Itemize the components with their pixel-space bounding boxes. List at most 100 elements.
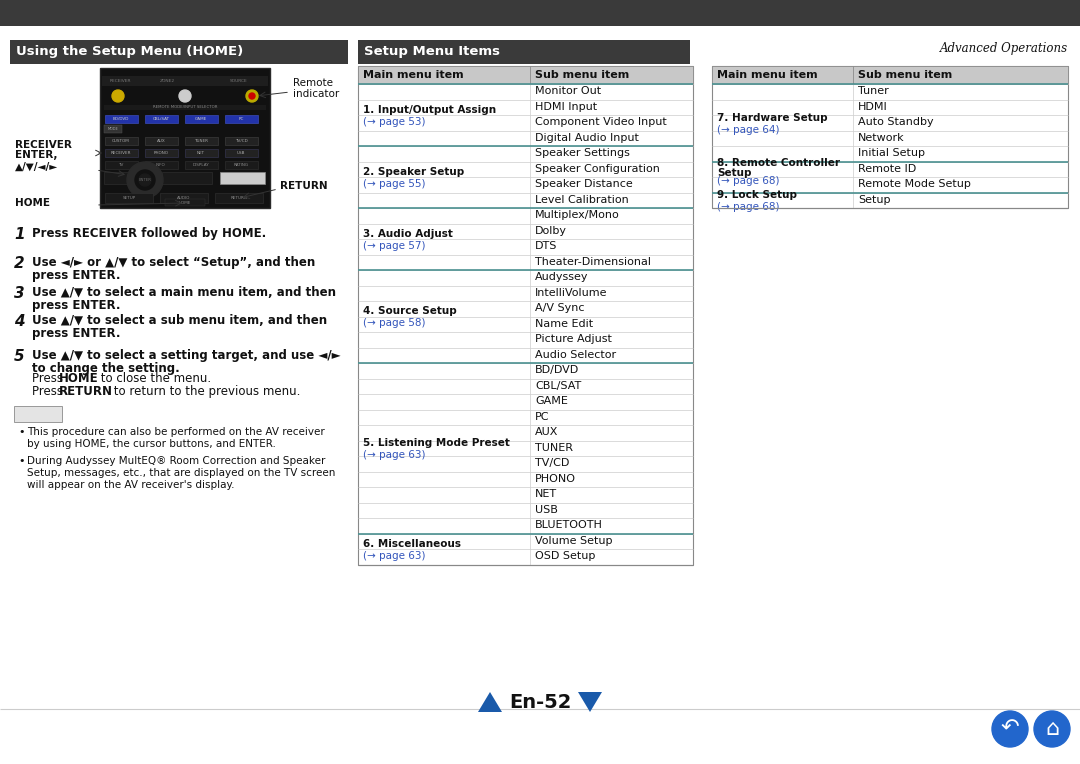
Bar: [145, 161, 178, 169]
Bar: [225, 149, 258, 157]
Bar: [105, 149, 138, 157]
Bar: [102, 76, 268, 86]
Text: BD/DVD: BD/DVD: [112, 117, 130, 121]
Text: Press RECEIVER followed by HOME.: Press RECEIVER followed by HOME.: [32, 227, 267, 240]
Text: 2: 2: [14, 256, 25, 271]
Circle shape: [179, 90, 191, 102]
Text: will appear on the AV receiver's display.: will appear on the AV receiver's display…: [27, 480, 234, 490]
Bar: [185, 149, 218, 157]
Circle shape: [249, 93, 255, 99]
Bar: [357, 456, 693, 471]
Text: 2. Speaker Setup: 2. Speaker Setup: [363, 167, 464, 177]
Bar: [105, 161, 138, 169]
Bar: [712, 146, 1068, 161]
Text: (→ page 57): (→ page 57): [363, 241, 426, 251]
Text: ↶: ↶: [1001, 719, 1020, 739]
Bar: [185, 115, 218, 123]
Bar: [0, 0, 1080, 26]
Bar: [357, 518, 693, 533]
Circle shape: [246, 90, 258, 102]
Bar: [162, 172, 212, 184]
Text: REMOTE MODE/INPUT SELECTOR: REMOTE MODE/INPUT SELECTOR: [152, 105, 217, 109]
Bar: [357, 115, 693, 131]
Text: by using HOME, the cursor buttons, and ENTER.: by using HOME, the cursor buttons, and E…: [27, 439, 275, 449]
Text: Press: Press: [32, 372, 67, 385]
Bar: [712, 177, 1068, 193]
Bar: [357, 286, 693, 301]
Bar: [145, 115, 178, 123]
Text: Setup Menu Items: Setup Menu Items: [364, 46, 500, 59]
Text: Sub menu item: Sub menu item: [858, 70, 953, 80]
Text: PC: PC: [535, 412, 550, 422]
Bar: [357, 301, 693, 316]
Bar: [712, 131, 1068, 146]
Bar: [160, 193, 208, 203]
Text: NET: NET: [197, 151, 205, 155]
Bar: [104, 172, 154, 184]
Text: HOME: HOME: [179, 201, 191, 205]
Text: to close the menu.: to close the menu.: [97, 372, 211, 385]
Bar: [225, 115, 258, 123]
Text: MODE: MODE: [108, 127, 119, 131]
Text: 1: 1: [14, 227, 25, 242]
Bar: [712, 66, 1068, 208]
Bar: [712, 115, 1068, 131]
Text: GAME: GAME: [194, 117, 207, 121]
Text: SETUP: SETUP: [122, 196, 136, 200]
Text: 4. Source Setup: 4. Source Setup: [363, 306, 457, 316]
Text: RETURN: RETURN: [230, 196, 247, 200]
Text: Main menu item: Main menu item: [363, 70, 463, 80]
Bar: [225, 161, 258, 169]
Text: 4: 4: [14, 314, 25, 329]
Text: (→ page 68): (→ page 68): [717, 176, 780, 186]
Text: ZONE2: ZONE2: [160, 79, 175, 83]
Bar: [225, 137, 258, 145]
Text: CBL/SAT: CBL/SAT: [152, 117, 170, 121]
Bar: [357, 549, 693, 565]
Text: OSD Setup: OSD Setup: [535, 552, 595, 562]
Text: CUSTOM: CUSTOM: [112, 139, 130, 143]
Text: Main menu item: Main menu item: [717, 70, 818, 80]
Text: ENTER,: ENTER,: [15, 150, 57, 160]
Text: Use ▲/▼ to select a setting target, and use ◄/►: Use ▲/▼ to select a setting target, and …: [32, 349, 340, 362]
Circle shape: [112, 90, 124, 102]
Text: Digital Audio Input: Digital Audio Input: [535, 133, 639, 143]
Text: RETURN: RETURN: [280, 181, 327, 191]
Bar: [14, 406, 62, 422]
Bar: [165, 199, 205, 206]
Text: 7. Hardware Setup: 7. Hardware Setup: [717, 113, 827, 123]
Text: PHONO: PHONO: [153, 151, 168, 155]
Text: (→ page 64): (→ page 64): [717, 125, 780, 134]
Text: BLUETOOTH: BLUETOOTH: [535, 520, 603, 530]
Text: Network: Network: [858, 133, 905, 143]
Bar: [357, 394, 693, 410]
Text: Audyssey: Audyssey: [535, 272, 589, 282]
Text: Level Calibration: Level Calibration: [535, 195, 629, 205]
Text: Volume Setup: Volume Setup: [535, 536, 612, 545]
Text: USB: USB: [237, 151, 245, 155]
Text: AUX: AUX: [535, 427, 558, 437]
Text: RECEIVER: RECEIVER: [110, 79, 132, 83]
Text: Picture Adjust: Picture Adjust: [535, 335, 612, 345]
Bar: [357, 316, 693, 332]
Text: ⌂: ⌂: [1045, 719, 1059, 739]
Text: DTS: DTS: [535, 241, 557, 251]
Text: 5. Listening Mode Preset: 5. Listening Mode Preset: [363, 439, 510, 448]
Text: (→ page 58): (→ page 58): [363, 319, 426, 329]
Text: 8. Remote Controller: 8. Remote Controller: [717, 158, 840, 169]
Text: 3. Audio Adjust: 3. Audio Adjust: [363, 229, 453, 239]
Text: 9. Lock Setup: 9. Lock Setup: [717, 190, 797, 200]
Polygon shape: [578, 692, 602, 712]
Bar: [357, 254, 693, 270]
Text: HOME: HOME: [15, 198, 50, 208]
Bar: [104, 105, 266, 110]
Text: Name Edit: Name Edit: [535, 319, 593, 329]
Text: During Audyssey MultEQ® Room Correction and Speaker: During Audyssey MultEQ® Room Correction …: [27, 456, 325, 466]
Bar: [145, 137, 178, 145]
Bar: [357, 239, 693, 254]
Circle shape: [993, 711, 1028, 747]
Text: USB: USB: [535, 505, 558, 515]
Bar: [712, 66, 853, 84]
Text: press ENTER.: press ENTER.: [32, 299, 121, 312]
Text: Remote ID: Remote ID: [858, 163, 916, 173]
